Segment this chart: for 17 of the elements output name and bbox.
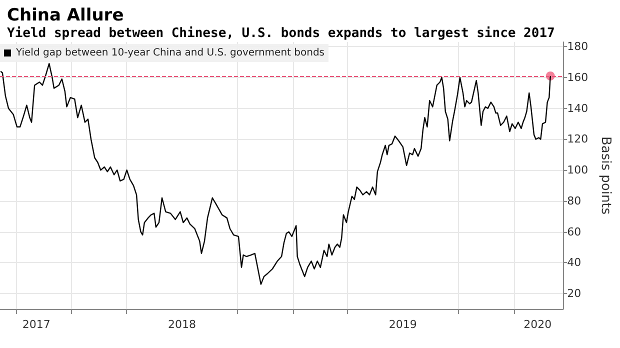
y-tick-label: 180 bbox=[567, 40, 588, 54]
x-tick-label: 2020 bbox=[524, 318, 552, 331]
y-tick-label: 160 bbox=[567, 70, 588, 84]
y-tick-label: 40 bbox=[567, 256, 582, 270]
x-tick-label: 2018 bbox=[168, 318, 196, 331]
y-axis-title: Basis points bbox=[598, 136, 613, 215]
y-tick-label: 100 bbox=[567, 164, 588, 177]
chart-subtitle: Yield spread between Chinese, U.S. bonds expands to largest since 2017 bbox=[7, 26, 555, 41]
x-tick-label: 2017 bbox=[22, 318, 50, 331]
y-tick-label: 80 bbox=[567, 194, 582, 208]
y-tick-label: 120 bbox=[567, 132, 588, 146]
y-tick-label: 20 bbox=[567, 287, 582, 300]
legend-label: Yield gap between 10-year China and U.S. government bonds bbox=[15, 48, 324, 58]
chart-title: China Allure bbox=[7, 6, 124, 26]
y-tick-label: 60 bbox=[567, 225, 582, 238]
y-tick-label: 140 bbox=[567, 102, 588, 115]
x-tick-label: 2019 bbox=[388, 318, 417, 331]
